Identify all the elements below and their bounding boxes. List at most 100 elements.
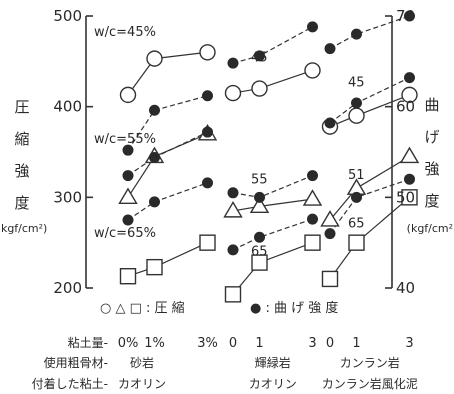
flexural-point [149, 151, 160, 163]
compressive-square-point [199, 234, 216, 251]
flexural-point [307, 21, 318, 33]
flexural-point [324, 228, 336, 240]
compressive-circle-point [224, 84, 242, 102]
series-label: 45 [251, 50, 268, 65]
right-axis-label-char: 度 [424, 192, 439, 210]
right-axis-unit: (kgf/cm²) [407, 222, 454, 235]
flexural-line [127, 182, 208, 221]
compressive-square-point [119, 268, 137, 285]
flexural-line [232, 26, 313, 64]
compressive-line [127, 51, 208, 96]
x-row-label: 付着した粘土- [32, 376, 108, 391]
compressive-square-point [321, 270, 339, 288]
compressive-line [232, 198, 313, 212]
right-tick-label: 40 [396, 279, 415, 297]
flexural-point [307, 213, 318, 225]
x-tick-label: 1 [352, 336, 360, 351]
compressive-square-point [401, 189, 418, 206]
x-row-label: 粘土量- [68, 335, 108, 350]
x-row-label: 使用粗骨材- [44, 355, 108, 370]
series-label: 55 [251, 173, 268, 188]
x-tick-label: 3 [308, 336, 316, 351]
flexural-line [329, 15, 410, 50]
flexural-line [127, 95, 208, 151]
series-label: 65 [348, 216, 365, 231]
compressive-circle-point [304, 62, 321, 79]
chart-labels: 20030040050040506070圧縮強度(kgf/cm²)曲げ強度(kg… [0, 7, 454, 391]
series-label: w/c=55% [94, 132, 156, 147]
compressive-triangle-point [302, 189, 323, 206]
x-tick-label: 3 [405, 336, 413, 351]
left-tick-label: 300 [53, 188, 82, 206]
left-tick-label: 500 [53, 7, 82, 25]
flexural-point [351, 28, 362, 40]
compressive-square-point [304, 234, 321, 251]
right-axis-label-char: 強 [424, 160, 439, 178]
right-tick-label: 50 [396, 188, 415, 206]
x-tick-label: 1% [144, 336, 165, 351]
flexural-point [149, 196, 160, 208]
aggregate-label: 輝緑岩 [255, 355, 291, 370]
compressive-triangle-point [223, 201, 243, 218]
compressive-circle-point [199, 44, 216, 61]
clay-label: カオリン [249, 377, 297, 391]
compressive-square-point [348, 234, 365, 251]
compressive-square-point [224, 286, 242, 303]
flexural-point [122, 170, 134, 182]
left-axis-unit: (kgf/cm²) [0, 222, 47, 235]
flexural-point [324, 117, 336, 129]
x-tick-label: 3% [197, 336, 218, 351]
flexural-line [232, 175, 313, 198]
compressive-circle-point [348, 107, 365, 124]
legend-compressive: ○ △ □ : 圧 縮 [100, 300, 185, 316]
left-tick-label: 200 [53, 279, 82, 297]
flexural-point [227, 244, 239, 256]
flexural-point [254, 50, 265, 62]
x-tick-label: 0 [326, 336, 334, 351]
x-tick-label: 0% [118, 336, 139, 351]
series-label: 65 [251, 244, 268, 259]
x-tick-label: 0 [229, 336, 237, 351]
left-axis-label-char: 縮 [14, 130, 29, 148]
series-label: w/c=65% [94, 226, 156, 241]
legend-flexural: ● : 曲 げ 強 度 [250, 300, 338, 316]
flexural-point [254, 231, 265, 243]
compressive-line [232, 242, 313, 295]
flexural-line [232, 218, 313, 251]
compressive-circle-point [119, 86, 137, 104]
flexural-point [404, 173, 415, 185]
flexural-point [202, 90, 213, 102]
flexural-point [404, 72, 415, 84]
flexural-point [227, 57, 239, 69]
flexural-point [351, 97, 362, 109]
chart-axes [85, 15, 393, 289]
compressive-circle-point [401, 86, 418, 104]
compressive-circle-point [251, 80, 268, 97]
flexural-point [404, 10, 415, 22]
compressive-line [127, 242, 208, 277]
right-tick-label: 70 [396, 7, 415, 25]
compressive-line [232, 69, 313, 94]
flexural-point [324, 43, 336, 55]
left-axis-label-char: 強 [14, 162, 29, 180]
compressive-triangle-point [249, 196, 270, 214]
flexural-point [122, 214, 134, 226]
right-axis-label-char: 曲 [424, 96, 439, 114]
series-lines [127, 15, 410, 295]
data-markers [118, 10, 420, 303]
left-axis-label-char: 度 [14, 194, 29, 212]
left-axis-label-char: 圧 [14, 98, 29, 116]
compressive-square-point [251, 254, 268, 271]
flexural-point [122, 144, 134, 156]
aggregate-label: 砂岩 [130, 355, 154, 370]
series-label: 51 [348, 168, 365, 183]
compressive-triangle-point [399, 146, 420, 164]
flexural-point [254, 191, 265, 203]
right-tick-label: 60 [396, 98, 415, 116]
flexural-point [202, 126, 213, 138]
compressive-triangle-point [320, 210, 340, 227]
flexural-point [149, 104, 160, 116]
left-tick-label: 400 [53, 98, 82, 116]
clay-label: カンラン岩風化泥 [322, 376, 418, 391]
